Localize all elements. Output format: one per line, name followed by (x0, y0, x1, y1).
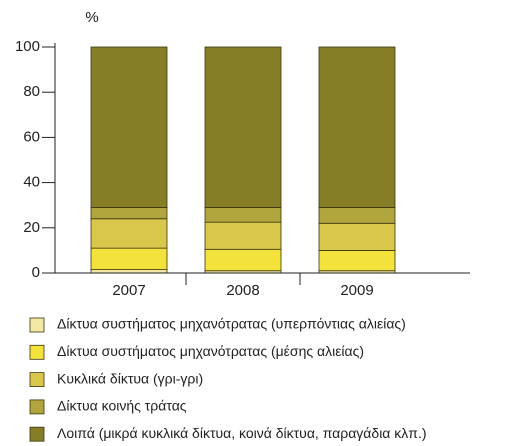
bar-segment (90, 207, 168, 220)
bar-segment (90, 46, 168, 208)
y-tick-label: 0 (32, 264, 40, 281)
bar-segment (318, 222, 396, 251)
legend-swatch (29, 399, 45, 415)
bar-segment (318, 46, 396, 208)
bar-segment (90, 269, 168, 274)
legend-swatch (29, 372, 45, 388)
legend-swatch (29, 344, 45, 360)
bar-segment (204, 221, 282, 250)
legend-label: Λοιπά (μικρά κυκλικά δίκτυα, κοινά δίκτυ… (57, 425, 427, 441)
y-tick-label: 60 (23, 128, 40, 145)
x-tick-label: 2008 (226, 282, 259, 299)
legend: Δίκτυα συστήματος μηχανότρατας (υπερπόντ… (29, 316, 427, 442)
y-tick-label: 20 (23, 219, 40, 236)
bar-segment (204, 46, 282, 208)
x-tick-label: 2009 (340, 282, 373, 299)
bar-segment (90, 247, 168, 271)
bar-segment (204, 207, 282, 223)
x-tick-label: 2007 (112, 282, 145, 299)
legend-swatch (29, 426, 45, 442)
y-tick-label: 80 (23, 83, 40, 100)
legend-label: Δίκτυα συστήματος μηχανότρατας (υπερπόντ… (57, 316, 406, 332)
bar-segment (90, 218, 168, 249)
bar-segment (318, 249, 396, 272)
bar-segment (204, 248, 282, 272)
legend-label: Κυκλικά δίκτυα (γρι-γρι) (57, 370, 203, 386)
legend-swatch (29, 317, 45, 333)
legend-label: Δίκτυα συστήματος μηχανότρατας (μέσης αλ… (57, 343, 364, 359)
legend-label: Δίκτυα κοινής τράτας (57, 398, 187, 414)
y-axis-label: % (85, 9, 98, 26)
bar-segment (318, 207, 396, 224)
y-tick-label: 40 (23, 174, 40, 191)
y-tick-label: 100 (15, 38, 40, 55)
